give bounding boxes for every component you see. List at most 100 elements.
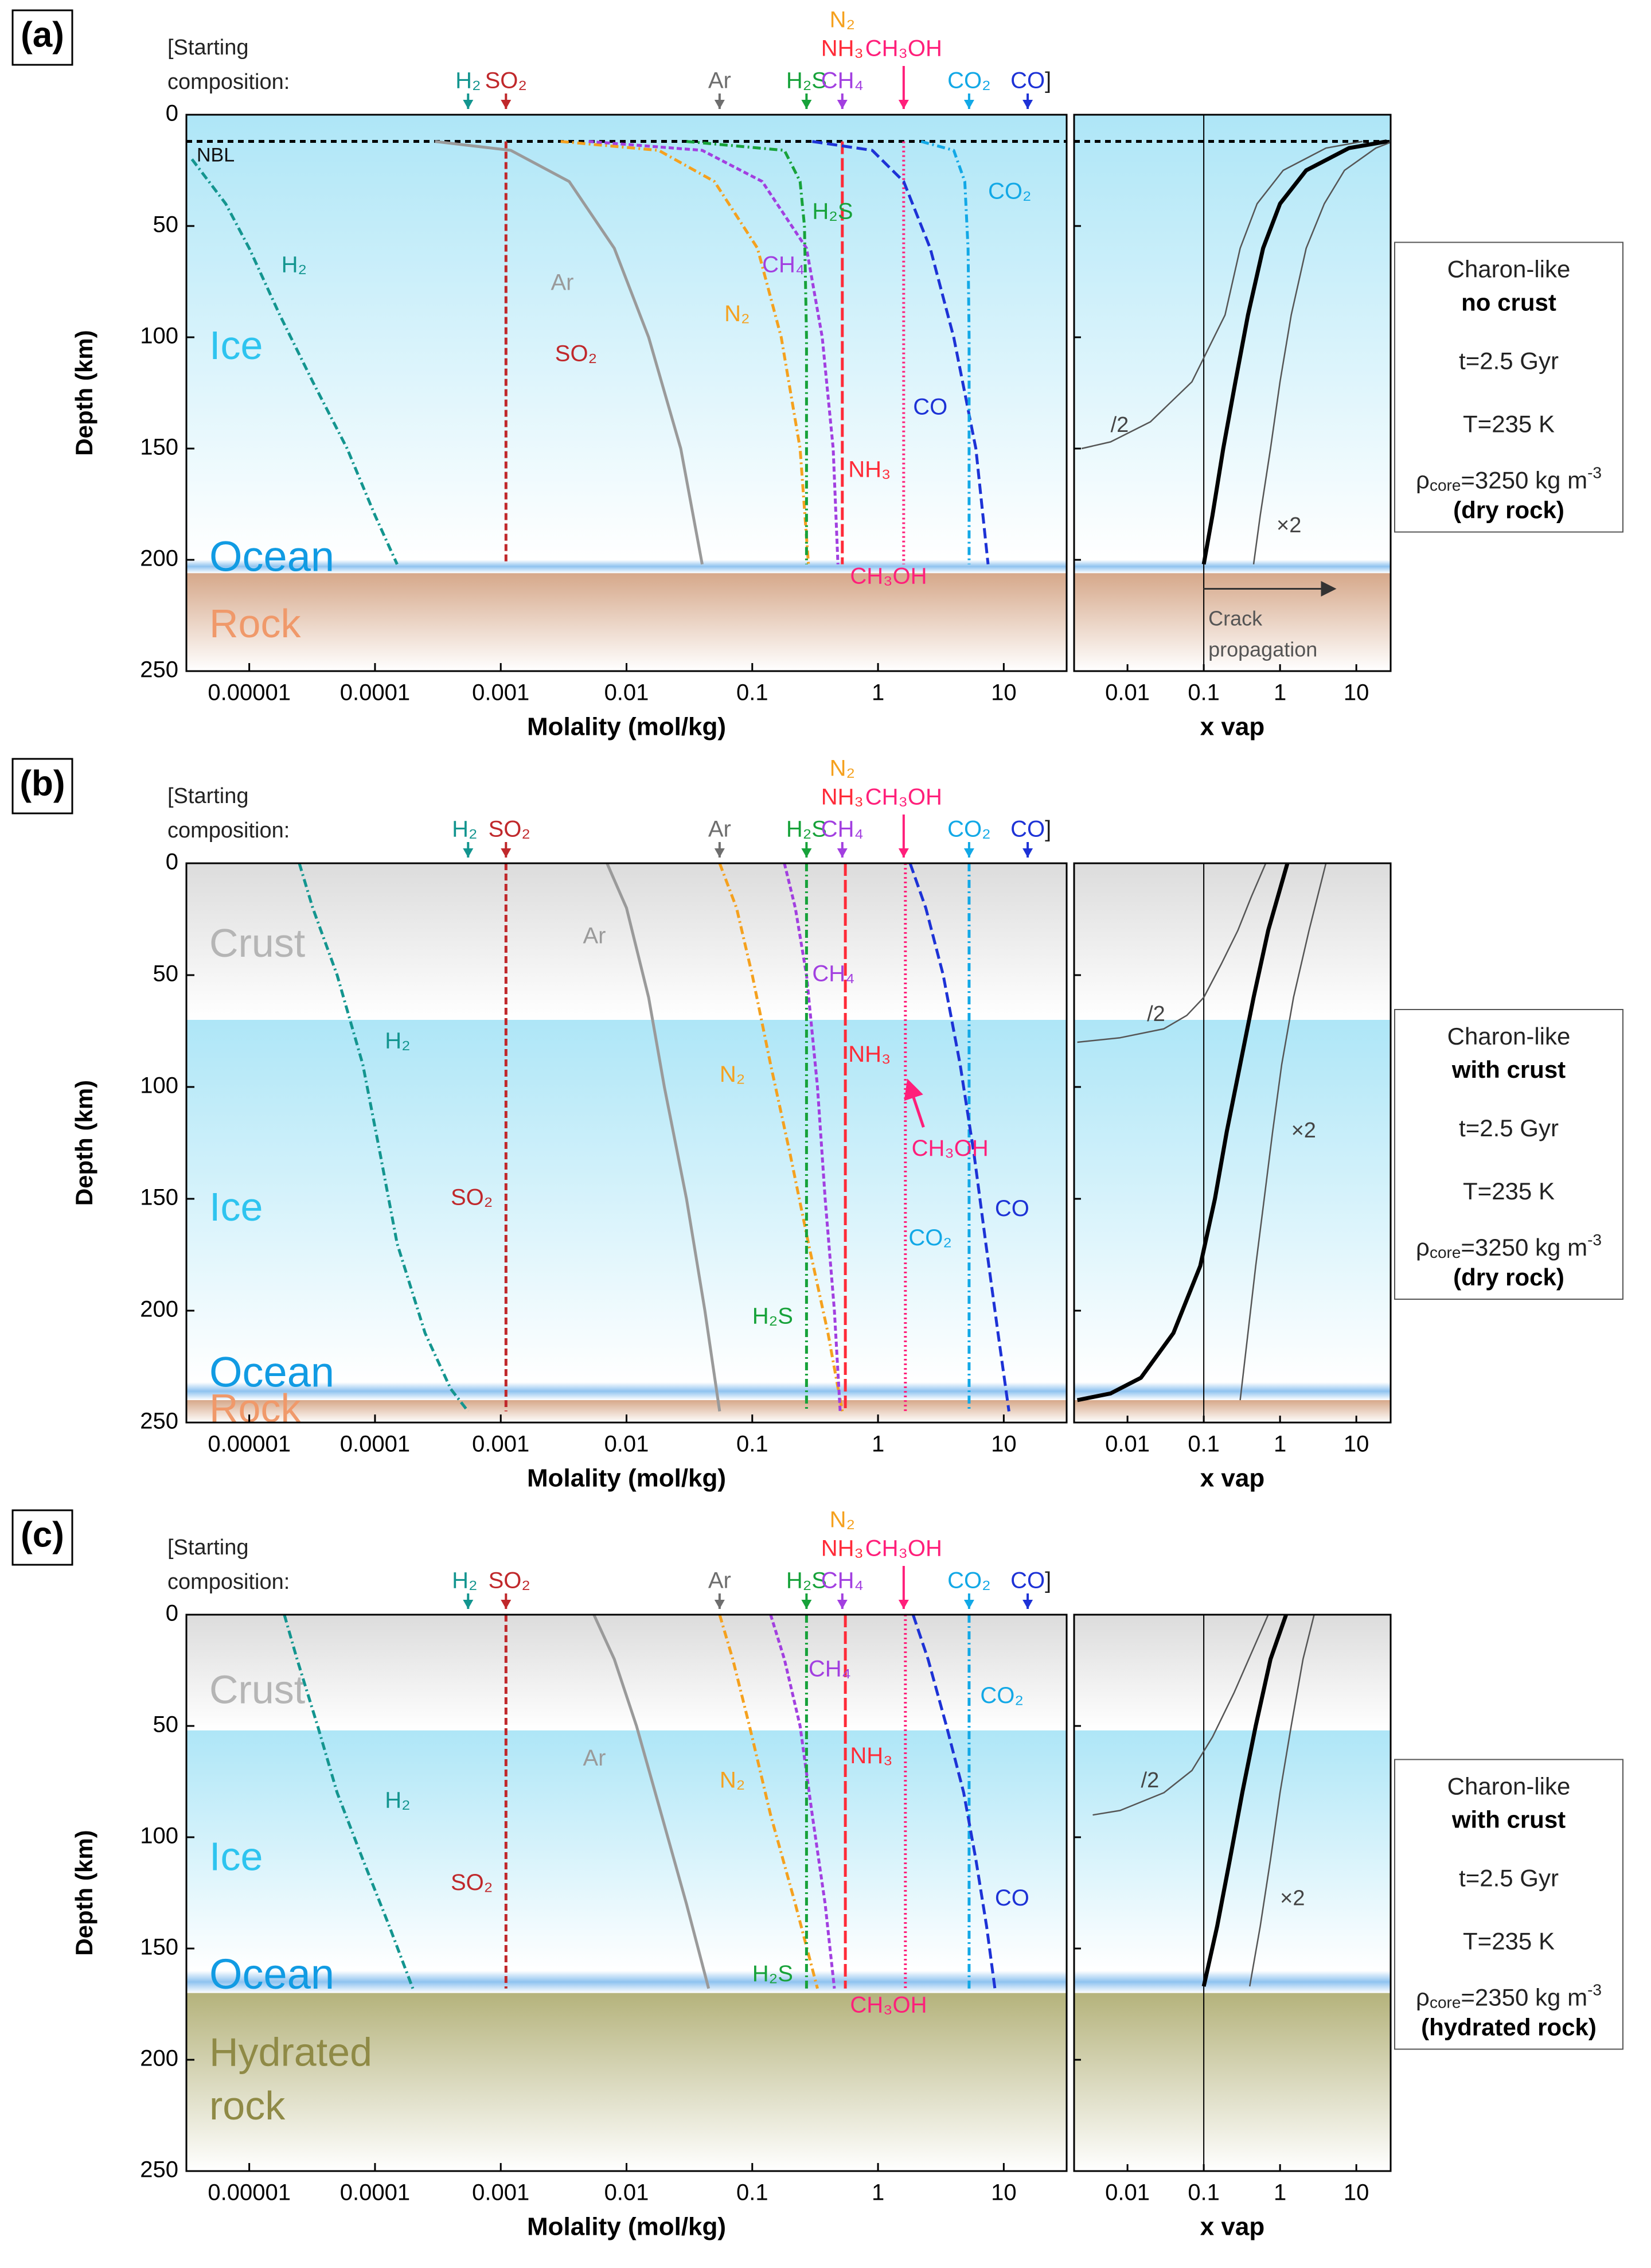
series-label-CO: CO [913, 395, 947, 420]
starting-arrowhead-Ar [714, 848, 725, 858]
xvap-curve-double [1239, 863, 1327, 1401]
layer-label-rock: Rock [209, 1386, 301, 1431]
x-tick-label: 0.01 [604, 1432, 649, 1457]
starting-arrowhead-CO [1022, 100, 1033, 109]
x-tick-label: 1 [872, 2180, 884, 2205]
series-line-H₂ [298, 863, 470, 1413]
layer-ice [1074, 115, 1391, 560]
info-density-sup: -3 [1587, 1981, 1602, 1999]
x-tick-label: 0.00001 [208, 680, 291, 706]
series-label-CO₂: CO₂ [988, 178, 1032, 204]
series-line-H₂S [686, 140, 808, 564]
info-line: Charon-like [1447, 256, 1571, 283]
layer-ocean [1074, 1382, 1391, 1400]
series-label-CO: CO [995, 1885, 1029, 1911]
xvap-label-half: /2 [1141, 1768, 1160, 1792]
info-density-symbol: ρ [1416, 1234, 1430, 1261]
x-tick-label: 10 [991, 1432, 1017, 1457]
series-label-Ar: Ar [583, 1745, 606, 1771]
starting-composition-label: composition: [167, 1570, 290, 1594]
series-label-N₂: N₂ [720, 1768, 745, 1793]
series-label-H₂S: H₂S [812, 198, 853, 224]
starting-arrowhead-SO₂ [501, 1600, 512, 1609]
info-line: t=2.5 Gyr [1459, 348, 1559, 375]
y-axis-label: Depth (km) [71, 1830, 97, 1955]
closing-bracket: ] [1045, 817, 1051, 842]
starting-arrowhead-H₂S [801, 100, 812, 109]
layer-ice [186, 1730, 1067, 1971]
crack-label: propagation [1208, 638, 1317, 661]
info-line: t=2.5 Gyr [1459, 1114, 1559, 1141]
info-box [1394, 241, 1623, 533]
xvap-tick-label: 1 [1274, 2180, 1286, 2205]
y-axis-label: Depth (km) [71, 330, 97, 455]
xvap-tick-label: 0.1 [1188, 1432, 1220, 1457]
layer-label-hydrated-rock: Hydrated [209, 2030, 372, 2075]
y-tick-label: 0 [166, 101, 178, 126]
starting-composition-label: composition: [167, 819, 290, 843]
info-density-symbol: ρ [1416, 1984, 1430, 2011]
xvap-label-double: ×2 [1277, 513, 1301, 537]
molality-layers [186, 863, 1067, 1423]
series-label-SO₂: SO₂ [451, 1185, 493, 1210]
series-line-H₂ [190, 158, 399, 565]
layer-label-hydrated-rock-2: rock [209, 2083, 286, 2128]
starting-label-CO₂: CO₂ [947, 68, 991, 93]
starting-arrowhead-H₂ [463, 1600, 474, 1609]
series-label-NH₃: NH₃ [850, 1743, 892, 1768]
layer-rock [186, 573, 1067, 671]
series-label-Ar: Ar [583, 923, 606, 948]
series-label-CH₃OH: CH₃OH [850, 1992, 927, 2017]
xvap-tick-label: 1 [1274, 1432, 1286, 1457]
y-tick-label: 250 [140, 657, 178, 683]
starting-label-Ar: Ar [708, 1568, 731, 1593]
layer-ocean [1074, 1970, 1391, 1993]
series-label-CH₃OH: CH₃OH [850, 564, 927, 589]
starting-label-CH₃OH: CH₃OH [865, 36, 942, 61]
layer-label-crust: Crust [209, 1667, 305, 1712]
xvap-tick-label: 10 [1344, 1432, 1369, 1457]
series-label-H₂S: H₂S [752, 1303, 793, 1328]
layer-crust [186, 863, 1067, 1020]
layer-hydrated-rock [1074, 1993, 1391, 2171]
starting-arrowhead-CO [1022, 1600, 1033, 1609]
info-box [1394, 1009, 1623, 1300]
layer-crust [1074, 1615, 1391, 1731]
x-axis-label: Molality (mol/kg) [527, 713, 726, 741]
xvap-curve-half [1092, 1615, 1269, 1816]
y-tick-label: 200 [140, 546, 178, 571]
layer-ocean [186, 1382, 1067, 1400]
panel-letter-box [11, 1509, 73, 1566]
starting-arrowhead-CH₃OH [898, 100, 909, 109]
xvap-label-half: /2 [1147, 1002, 1165, 1026]
series-label-H₂: H₂ [385, 1787, 410, 1813]
layer-label-crust: Crust [209, 921, 305, 965]
xvap-axes-frame [1073, 862, 1392, 1424]
starting-arrowhead-CH₃OH [898, 848, 909, 858]
starting-arrowhead-SO₂ [501, 100, 512, 109]
xvap-curve-main [1076, 863, 1290, 1402]
layer-ice [186, 1020, 1067, 1382]
starting-arrowhead-H₂S [801, 1600, 812, 1609]
starting-arrowhead-Ar [714, 100, 725, 109]
xvap-layers [1074, 863, 1391, 1423]
xvap-label-double: ×2 [1280, 1887, 1305, 1911]
layer-label-ocean: Ocean [209, 533, 334, 580]
starting-label-H₂: H₂ [455, 68, 481, 93]
xvap-tick-label: 1 [1274, 680, 1286, 706]
panel-letter-box [11, 758, 73, 815]
xvap-tick-label: 0.1 [1188, 680, 1220, 706]
series-label-N₂: N₂ [724, 301, 750, 326]
starting-label-H₂S: H₂S [786, 817, 827, 842]
layer-ice [186, 115, 1067, 560]
xvap-axes-frame [1073, 1614, 1392, 2172]
x-tick-label: 1 [872, 680, 884, 706]
series-line-CO [908, 863, 1010, 1412]
x-tick-label: 0.00001 [208, 1432, 291, 1457]
series-line-CO₂ [920, 140, 971, 564]
starting-label-N₂: N₂ [830, 1507, 855, 1533]
layer-label-ice: Ice [209, 1834, 263, 1879]
starting-label-N₂: N₂ [830, 756, 855, 781]
series-label-H₂: H₂ [385, 1028, 410, 1054]
